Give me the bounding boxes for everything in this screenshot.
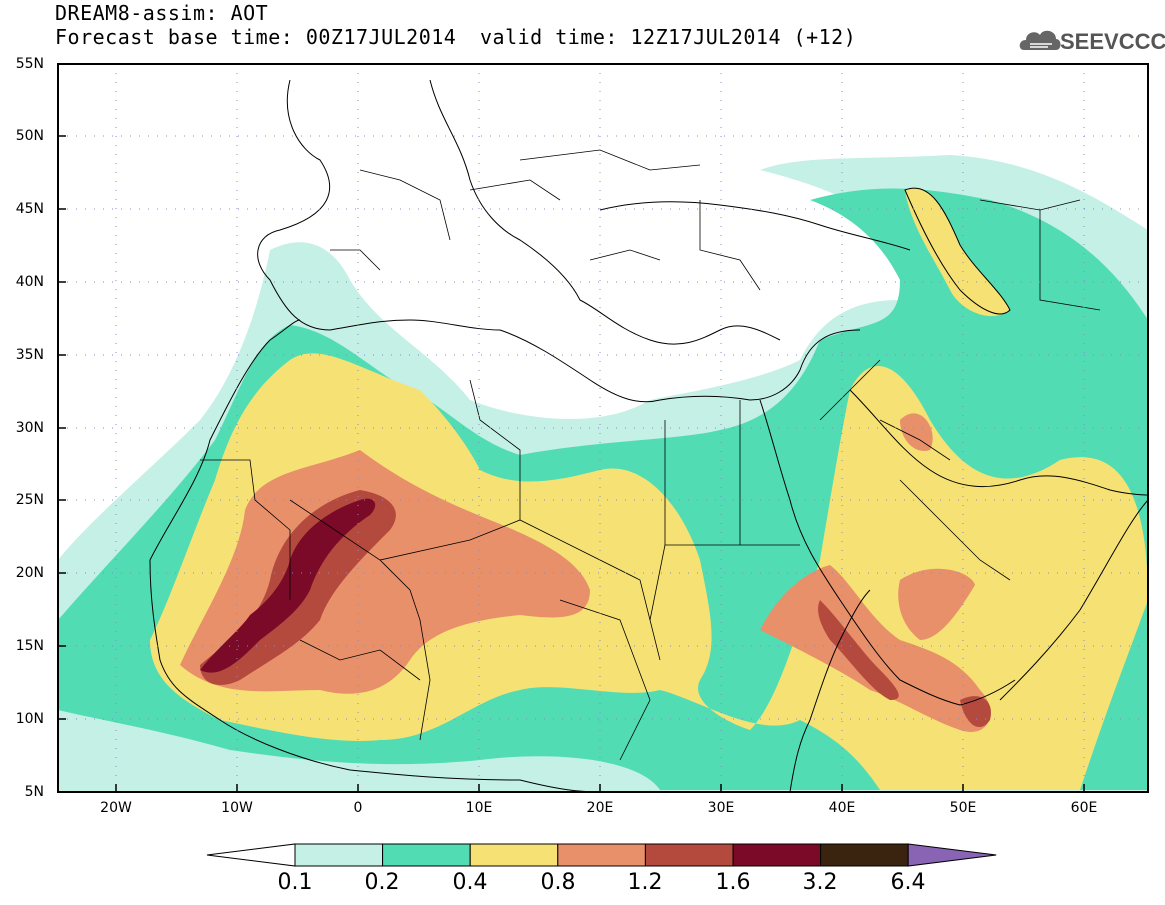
colorbar-swatch (644, 843, 734, 867)
legend-label: 1.6 (715, 870, 751, 895)
lon-label: 30E (707, 800, 735, 816)
lat-label: 5N (24, 784, 44, 800)
legend-label: 0.4 (452, 870, 488, 895)
lat-label: 50N (15, 128, 44, 144)
legend-label: 0.2 (364, 870, 400, 895)
colorbar (206, 843, 997, 867)
colorbar-swatch (382, 843, 471, 867)
legend-label: 0.8 (540, 870, 576, 895)
tick-marks (58, 63, 1085, 793)
lat-label: 30N (15, 420, 44, 436)
lon-label: 10E (465, 800, 493, 816)
legend-label: 0.1 (277, 870, 313, 895)
borders (200, 149, 1101, 761)
valid-time: valid time: 12Z17JUL2014 (+12) (480, 25, 857, 49)
aot-contour-0.8-iraq (900, 413, 933, 451)
colorbar-underflow-triangle (206, 843, 296, 867)
aot-contour-0.8-arabia (898, 568, 975, 640)
aot-contour-1.2-redsea (818, 600, 899, 700)
lat-label: 40N (15, 274, 44, 290)
legend-label: 6.4 (890, 870, 926, 895)
colorbar-overflow-triangle (907, 843, 997, 867)
legend-label: 1.2 (627, 870, 663, 895)
colorbar-swatch (557, 843, 646, 867)
lat-label: 35N (15, 347, 44, 363)
lon-label: 60E (1070, 800, 1098, 816)
lat-label: 15N (15, 638, 44, 654)
lat-label: 20N (15, 565, 44, 581)
colorbar-swatch (469, 843, 559, 867)
lon-label: 10W (221, 800, 253, 816)
aot-contour-0.4-caspian (905, 188, 1010, 317)
lat-label: 55N (15, 56, 44, 72)
aot-contour-1.6 (200, 498, 376, 673)
lon-label: 50E (949, 800, 977, 816)
aot-contour-0.8-east (760, 565, 991, 732)
lat-label: 10N (15, 711, 44, 727)
colorbar-swatch (820, 843, 909, 867)
lon-label: 20W (100, 800, 132, 816)
product-title: DREAM8-assim: AOT (55, 1, 269, 25)
legend-label: 3.2 (802, 870, 838, 895)
colorbar-swatch (294, 843, 384, 867)
lon-label: 40E (828, 800, 856, 816)
coastlines (149, 79, 1149, 793)
lon-label: 20E (586, 800, 614, 816)
lat-label: 25N (15, 492, 44, 508)
forecast-base-time: Forecast base time: 00Z17JUL2014 (55, 25, 457, 49)
colorbar-swatch (732, 843, 822, 867)
lon-label: 0 (353, 800, 363, 816)
logo-text: SEEVCCC (1060, 29, 1165, 54)
lat-label: 45N (15, 201, 44, 217)
cloud-logo-icon (1019, 30, 1061, 50)
